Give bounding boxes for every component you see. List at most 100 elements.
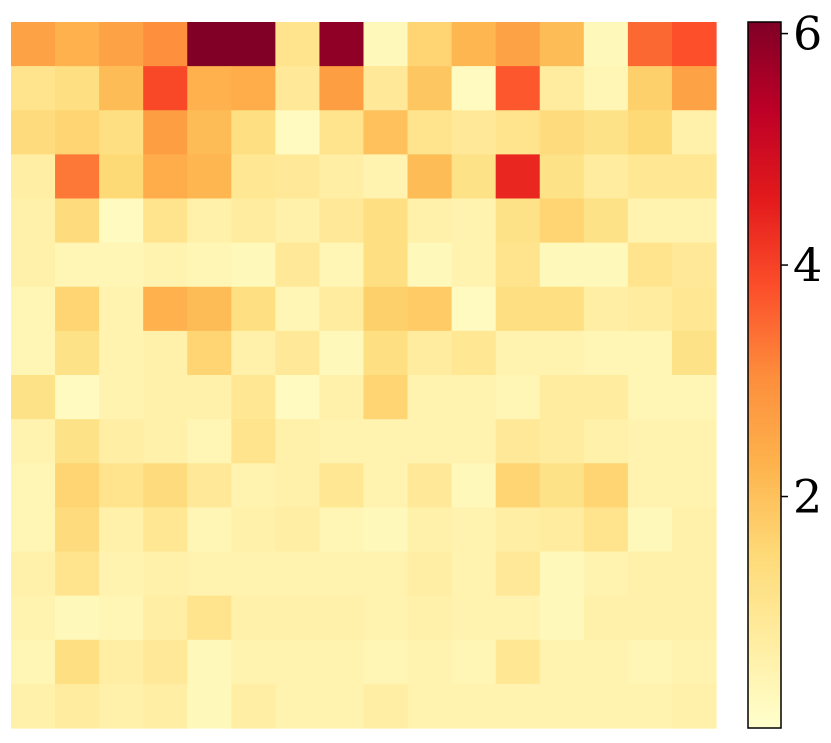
heatmap-cell-r8-c3 xyxy=(143,375,188,420)
heatmap-cell-r7-c1 xyxy=(55,330,100,376)
heatmap-cell-r15-c12 xyxy=(539,683,585,729)
heatmap-cell-r10-c0 xyxy=(11,463,56,508)
heatmap-cell-r4-c11 xyxy=(495,198,541,244)
heatmap-cell-r14-c15 xyxy=(671,639,717,685)
heatmap-cell-r6-c11 xyxy=(495,286,541,332)
heatmap-cell-r12-c7 xyxy=(319,551,365,597)
heatmap-cell-r3-c7 xyxy=(319,154,365,200)
heatmap-cell-r6-c4 xyxy=(187,286,232,332)
heatmap-cell-r12-c0 xyxy=(11,551,56,597)
heatmap-cell-r10-c6 xyxy=(275,463,321,508)
heatmap-cell-r0-c13 xyxy=(583,22,629,67)
heatmap-cell-r5-c1 xyxy=(55,242,100,288)
heatmap-cell-r14-c1 xyxy=(55,639,100,685)
heatmap-cell-r15-c11 xyxy=(495,683,541,729)
heatmap-cell-r14-c8 xyxy=(363,639,409,685)
heatmap-cell-r4-c6 xyxy=(275,198,321,244)
heatmap-cell-r12-c13 xyxy=(583,551,629,597)
heatmap-cell-r0-c7 xyxy=(319,22,365,67)
heatmap-cell-r1-c0 xyxy=(11,66,56,111)
heatmap-cell-r2-c5 xyxy=(231,110,276,155)
heatmap-cell-r10-c14 xyxy=(627,463,673,508)
heatmap-cell-r8-c5 xyxy=(231,375,276,420)
heatmap-cell-r7-c8 xyxy=(363,330,409,376)
heatmap-cell-r4-c5 xyxy=(231,198,276,244)
heatmap-cell-r10-c4 xyxy=(187,463,232,508)
heatmap-cell-r7-c10 xyxy=(451,330,497,376)
heatmap-cell-r15-c8 xyxy=(363,683,409,729)
heatmap-cell-r6-c1 xyxy=(55,286,100,332)
heatmap-cell-r7-c15 xyxy=(671,330,717,376)
heatmap-cell-r11-c1 xyxy=(55,507,100,553)
heatmap-cell-r9-c8 xyxy=(363,419,409,464)
heatmap-cell-r4-c10 xyxy=(451,198,497,244)
heatmap-cell-r7-c7 xyxy=(319,330,365,376)
heatmap-grid xyxy=(11,22,717,729)
heatmap-cell-r3-c2 xyxy=(99,154,144,200)
heatmap-cell-r2-c8 xyxy=(363,110,409,155)
heatmap-cell-r0-c2 xyxy=(99,22,144,67)
heatmap-cell-r0-c1 xyxy=(55,22,100,67)
heatmap-cell-r10-c13 xyxy=(583,463,629,508)
heatmap-cell-r8-c9 xyxy=(407,375,453,420)
heatmap-cell-r6-c15 xyxy=(671,286,717,332)
heatmap-cell-r5-c7 xyxy=(319,242,365,288)
heatmap-cell-r13-c10 xyxy=(451,595,497,641)
heatmap-cell-r5-c8 xyxy=(363,242,409,288)
heatmap-cell-r1-c3 xyxy=(143,66,188,111)
heatmap-cell-r8-c0 xyxy=(11,375,56,420)
heatmap-cell-r5-c3 xyxy=(143,242,188,288)
heatmap-cell-r15-c9 xyxy=(407,683,453,729)
heatmap-cell-r9-c6 xyxy=(275,419,321,464)
heatmap-cell-r6-c2 xyxy=(99,286,144,332)
heatmap-cell-r4-c2 xyxy=(99,198,144,244)
heatmap-cell-r10-c11 xyxy=(495,463,541,508)
heatmap-cell-r14-c12 xyxy=(539,639,585,685)
heatmap-cell-r11-c12 xyxy=(539,507,585,553)
heatmap-cell-r15-c1 xyxy=(55,683,100,729)
heatmap-cell-r3-c13 xyxy=(583,154,629,200)
heatmap-cell-r4-c8 xyxy=(363,198,409,244)
heatmap-cell-r9-c7 xyxy=(319,419,365,464)
heatmap-cell-r3-c0 xyxy=(11,154,56,200)
heatmap-cell-r8-c10 xyxy=(451,375,497,420)
heatmap-cell-r15-c6 xyxy=(275,683,321,729)
heatmap-cell-r5-c15 xyxy=(671,242,717,288)
heatmap-cell-r14-c10 xyxy=(451,639,497,685)
heatmap-cell-r2-c2 xyxy=(99,110,144,155)
heatmap-cell-r5-c4 xyxy=(187,242,232,288)
heatmap-cell-r3-c5 xyxy=(231,154,276,200)
heatmap-cell-r1-c12 xyxy=(539,66,585,111)
heatmap-cell-r14-c11 xyxy=(495,639,541,685)
heatmap-cell-r7-c14 xyxy=(627,330,673,376)
heatmap-cell-r13-c0 xyxy=(11,595,56,641)
heatmap-cell-r11-c15 xyxy=(671,507,717,553)
heatmap-cell-r10-c15 xyxy=(671,463,717,508)
colorbar-tick-label: 2 xyxy=(793,470,822,524)
heatmap-cell-r6-c12 xyxy=(539,286,585,332)
heatmap-cell-r3-c10 xyxy=(451,154,497,200)
heatmap-cell-r8-c15 xyxy=(671,375,717,420)
colorbar-tick-label: 4 xyxy=(793,238,822,292)
heatmap-cell-r8-c12 xyxy=(539,375,585,420)
heatmap-cell-r13-c8 xyxy=(363,595,409,641)
heatmap-cell-r13-c12 xyxy=(539,595,585,641)
heatmap-cell-r8-c13 xyxy=(583,375,629,420)
heatmap-cell-r15-c14 xyxy=(627,683,673,729)
heatmap-cell-r6-c14 xyxy=(627,286,673,332)
heatmap-cell-r5-c11 xyxy=(495,242,541,288)
heatmap-cell-r12-c5 xyxy=(231,551,276,597)
heatmap-cell-r14-c3 xyxy=(143,639,188,685)
heatmap-cell-r7-c11 xyxy=(495,330,541,376)
heatmap-cell-r12-c14 xyxy=(627,551,673,597)
heatmap-cell-r11-c0 xyxy=(11,507,56,553)
heatmap-cell-r11-c9 xyxy=(407,507,453,553)
heatmap-cell-r12-c6 xyxy=(275,551,321,597)
heatmap-cell-r3-c11 xyxy=(495,154,541,200)
heatmap-cell-r8-c1 xyxy=(55,375,100,420)
heatmap-cell-r6-c10 xyxy=(451,286,497,332)
heatmap-cell-r2-c15 xyxy=(671,110,717,155)
heatmap-cell-r2-c11 xyxy=(495,110,541,155)
heatmap-cell-r8-c11 xyxy=(495,375,541,420)
